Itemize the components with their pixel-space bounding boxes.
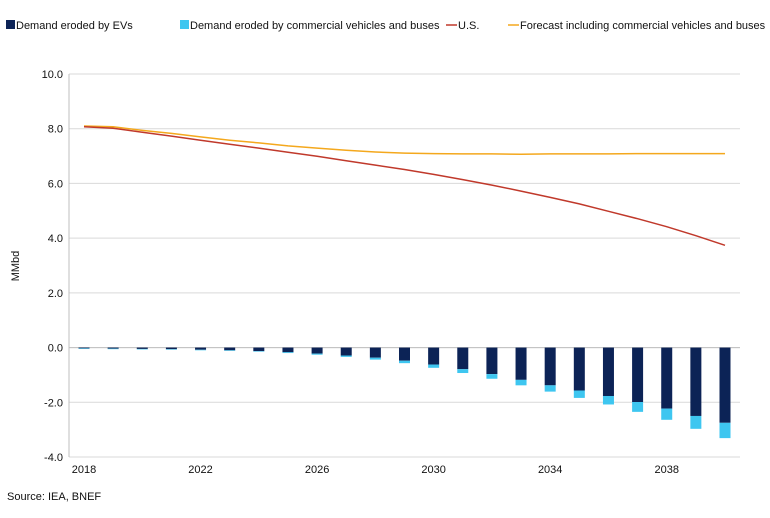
y-tick-label: -2.0 (44, 397, 63, 409)
bar-ev-2034 (544, 347, 556, 386)
gridlines (68, 73, 740, 458)
y-tick-label: 2.0 (48, 288, 63, 300)
x-axis-ticks: 2018 2022 2026 2030 2034 2038 (72, 464, 679, 476)
line-forecast (83, 125, 725, 155)
x-tick-label: 2030 (421, 464, 445, 476)
x-tick-label: 2026 (305, 464, 329, 476)
bar-ev-2018 (78, 347, 90, 349)
bar-ev-2032 (486, 347, 498, 375)
y-tick-label: 6.0 (48, 178, 63, 190)
bar-commercial-2022 (195, 349, 207, 351)
bar-ev-2031 (457, 347, 469, 370)
bar-commercial-2032 (486, 374, 498, 379)
bar-ev-2033 (515, 347, 527, 380)
bar-commercial-2021 (165, 349, 177, 350)
line-us (83, 126, 726, 247)
y-tick-label: 8.0 (48, 124, 63, 136)
legend-label-forecast: Forecast including commercial vehicles a… (520, 20, 766, 32)
bar-ev-2027 (340, 347, 352, 356)
bar-ev-2020 (136, 347, 148, 349)
bar-ev-2026 (311, 347, 323, 354)
bar-commercial-2033 (515, 379, 527, 386)
legend-item-commercial: Demand eroded by commercial vehicles and… (180, 20, 440, 32)
legend-item-us: U.S. (446, 20, 479, 32)
legend-label-ev: Demand eroded by EVs (16, 20, 133, 32)
bar-commercial-2019 (107, 348, 119, 350)
bar-ev-2039 (690, 347, 702, 416)
legend-swatch-commercial (180, 20, 189, 29)
x-tick-label: 2038 (654, 464, 678, 476)
bar-commercial-2025 (282, 352, 294, 354)
bar-commercial-2034 (544, 385, 556, 392)
bar-commercial-2018 (78, 348, 90, 349)
bar-ev-2025 (282, 347, 294, 353)
bar-commercial-2031 (457, 369, 469, 374)
y-axis-ticks: 10.0 8.0 6.0 4.0 2.0 0.0 -2.0 -4.0 (42, 69, 63, 464)
legend-swatch-ev (6, 20, 15, 29)
bar-ev-2022 (195, 347, 207, 350)
bar-commercial-2026 (311, 353, 323, 355)
bar-ev-2023 (224, 347, 236, 351)
y-tick-label: 10.0 (42, 69, 63, 81)
bar-ev-2036 (602, 347, 614, 396)
bar-ev-2037 (632, 347, 644, 403)
x-tick-label: 2034 (538, 464, 562, 476)
bar-ev-2030 (428, 347, 440, 365)
bar-commercial-2037 (632, 402, 644, 412)
legend-item-ev: Demand eroded by EVs (6, 20, 133, 32)
bar-commercial-2039 (690, 415, 702, 429)
legend-item-forecast: Forecast including commercial vehicles a… (508, 20, 766, 32)
bar-commercial-2024 (253, 351, 265, 352)
bars (78, 347, 731, 439)
bar-commercial-2040 (719, 422, 731, 439)
bar-ev-2024 (253, 347, 265, 352)
bar-commercial-2036 (602, 395, 614, 405)
y-axis-label: MMbd (10, 251, 22, 282)
bar-commercial-2028 (369, 357, 381, 360)
bar-commercial-2035 (573, 390, 585, 398)
bar-ev-2019 (107, 347, 119, 349)
bar-ev-2021 (165, 347, 177, 350)
x-tick-label: 2018 (72, 464, 96, 476)
bar-ev-2029 (399, 347, 410, 361)
y-tick-label: 4.0 (48, 233, 63, 245)
bar-ev-2035 (573, 347, 585, 391)
lines (83, 125, 726, 247)
bar-commercial-2030 (428, 364, 440, 368)
bar-commercial-2038 (661, 408, 673, 420)
bar-ev-2040 (719, 347, 731, 423)
bar-commercial-2029 (399, 360, 410, 364)
x-tick-label: 2022 (188, 464, 212, 476)
legend: Demand eroded by EVs Demand eroded by co… (6, 20, 766, 32)
bar-ev-2028 (369, 347, 381, 358)
bar-ev-2038 (661, 347, 673, 409)
y-tick-label: -4.0 (44, 452, 63, 464)
source-note: Source: IEA, BNEF (7, 491, 101, 503)
bar-commercial-2023 (224, 350, 236, 351)
legend-label-commercial: Demand eroded by commercial vehicles and… (190, 20, 440, 32)
y-tick-label: 0.0 (48, 343, 63, 355)
bar-commercial-2020 (136, 348, 148, 350)
legend-label-us: U.S. (458, 20, 479, 32)
bar-commercial-2027 (340, 355, 352, 357)
